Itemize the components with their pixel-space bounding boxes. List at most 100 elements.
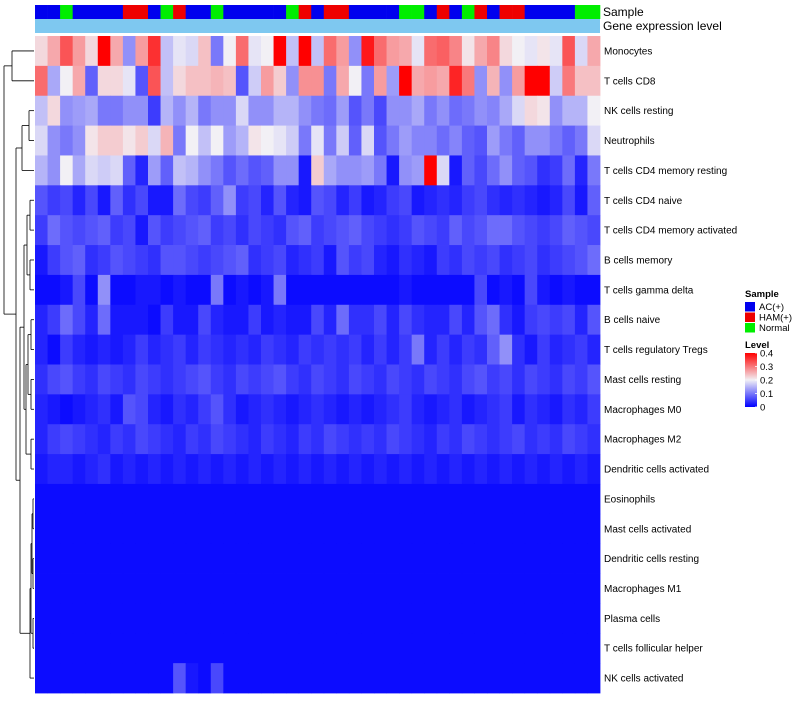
legend-sample-label: AC(+) <box>759 302 784 313</box>
heatmap-cell <box>449 603 463 634</box>
heatmap-cell <box>97 603 111 634</box>
heatmap-cell <box>235 364 249 395</box>
heatmap-cell <box>72 274 86 306</box>
heatmap-cell <box>399 36 413 67</box>
heatmap-cell <box>487 304 500 336</box>
heatmap-cell <box>562 454 576 485</box>
heatmap-cell <box>436 274 450 306</box>
heatmap-cell <box>499 155 513 186</box>
heatmap-cell <box>97 513 111 545</box>
heatmap-cell <box>348 424 362 455</box>
heatmap-cell <box>110 603 124 634</box>
heatmap-cell <box>323 573 337 604</box>
heatmap-cell <box>122 304 136 336</box>
heatmap-cell <box>210 663 224 694</box>
heatmap-cell <box>223 185 237 216</box>
heatmap-cell <box>273 603 287 634</box>
legend-sample-swatch <box>745 312 755 322</box>
heatmap-cell <box>549 663 563 694</box>
heatmap-cell <box>60 394 74 425</box>
heatmap-cell <box>148 454 161 485</box>
heatmap-cell <box>210 424 224 455</box>
heatmap-cell <box>185 424 199 455</box>
heatmap-cell <box>549 364 563 395</box>
heatmap-cell <box>436 603 450 634</box>
heatmap-cell <box>35 573 48 604</box>
heatmap-cell <box>574 215 588 246</box>
heatmap-cell <box>411 125 425 156</box>
heatmap-cell <box>135 215 149 246</box>
heatmap-cell <box>399 663 413 694</box>
sample-annotation-cell <box>374 5 387 19</box>
heatmap-cell <box>122 215 136 246</box>
row-labels: Monocytes T cells CD8 NK cells resting Neut… <box>604 46 737 684</box>
heatmap-cell <box>261 454 274 485</box>
heatmap-cell <box>524 483 538 515</box>
heatmap-cell <box>487 573 500 604</box>
heatmap-cell <box>512 633 526 664</box>
heatmap-cell <box>210 95 224 126</box>
heatmap-cell <box>374 633 387 664</box>
heatmap-cell <box>336 36 350 67</box>
heatmap-cell <box>60 95 74 126</box>
heatmap-cell <box>148 573 161 604</box>
heatmap-cell <box>424 245 438 276</box>
heatmap-cell <box>336 454 350 485</box>
heatmap-cell <box>386 603 400 634</box>
heatmap-cell <box>60 483 74 515</box>
heatmap-cell <box>549 245 563 276</box>
heatmap-cell <box>173 573 187 604</box>
heatmap-cell <box>512 334 526 365</box>
row-label: Macrophages M0 <box>604 405 682 416</box>
heatmap-cell <box>436 364 450 395</box>
heatmap-cell <box>336 513 350 545</box>
heatmap-cell <box>487 663 500 694</box>
heatmap-cell <box>235 274 249 306</box>
heatmap-cell <box>562 334 576 365</box>
heatmap-cell <box>399 155 413 186</box>
heatmap-cell <box>537 483 551 515</box>
heatmap-cell <box>574 36 588 67</box>
heatmap-cell <box>185 573 199 604</box>
heatmap-cell <box>135 364 149 395</box>
sample-annotation-cell <box>336 5 350 19</box>
heatmap-cell <box>235 454 249 485</box>
legend-level-tick-label: 0.1 <box>760 389 773 400</box>
heatmap-cell <box>198 454 212 485</box>
heatmap-cell <box>85 125 99 156</box>
heatmap-cell <box>85 274 99 306</box>
heatmap-cell <box>411 364 425 395</box>
heatmap-cell <box>436 95 450 126</box>
heatmap-cell <box>85 304 99 336</box>
heatmap-cell <box>499 65 513 97</box>
heatmap-cell <box>135 543 149 574</box>
heatmap-cell <box>311 424 325 455</box>
heatmap-cell <box>148 603 161 634</box>
heatmap-cell <box>35 483 48 515</box>
heatmap-cell <box>449 155 463 186</box>
heatmap-cell <box>374 95 387 126</box>
heatmap-cell <box>185 513 199 545</box>
heatmap-cell <box>348 155 362 186</box>
heatmap-cell <box>248 334 262 365</box>
heatmap-cell <box>148 334 161 365</box>
heatmap-cell <box>587 155 601 186</box>
heatmap-cell <box>574 394 588 425</box>
heatmap-cell <box>160 185 174 216</box>
heatmap-cell <box>261 603 274 634</box>
heatmap-cell <box>185 394 199 425</box>
heatmap-cell <box>135 95 149 126</box>
heatmap-cell <box>524 65 538 97</box>
heatmap-cell <box>35 394 48 425</box>
heatmap-cell <box>72 513 86 545</box>
heatmap-cell <box>135 274 149 306</box>
heatmap-cell <box>524 573 538 604</box>
heatmap-cell <box>60 513 74 545</box>
heatmap-cell <box>273 245 287 276</box>
heatmap-cell <box>35 36 48 67</box>
heatmap-cell <box>449 274 463 306</box>
heatmap-cell <box>35 364 48 395</box>
heatmap-cell <box>148 394 161 425</box>
heatmap-cell <box>286 274 300 306</box>
heatmap-cell <box>185 125 199 156</box>
